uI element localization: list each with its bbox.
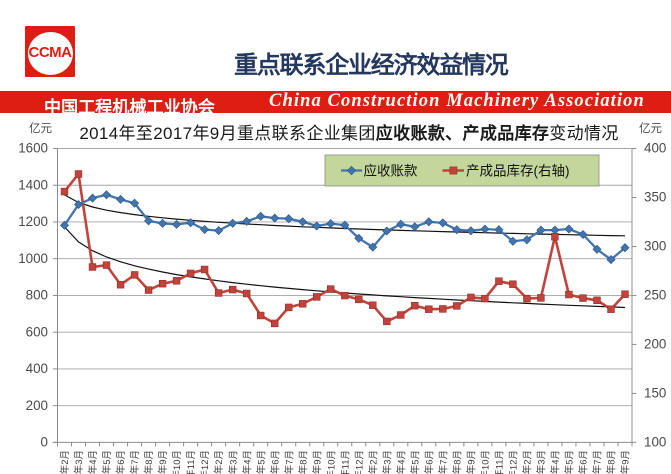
svg-text:2014年5月: 2014年5月	[101, 450, 113, 474]
svg-text:应收账款: 应收账款	[364, 163, 418, 179]
svg-text:产成品库存(右轴): 产成品库存(右轴)	[466, 164, 570, 179]
svg-text:2017年5月: 2017年5月	[564, 450, 576, 474]
svg-text:2015年6月: 2015年6月	[269, 450, 281, 474]
svg-text:2016年10月: 2016年10月	[480, 450, 492, 474]
svg-text:2016年2月: 2016年2月	[367, 450, 379, 474]
svg-text:2014年至2017年9月重点联系企业集团应收账款、产成品库: 2014年至2017年9月重点联系企业集团应收账款、产成品库存变动情况	[79, 123, 618, 143]
svg-text:2016年7月: 2016年7月	[437, 450, 449, 474]
svg-text:2014年2月: 2014年2月	[59, 450, 71, 474]
svg-text:2016年4月: 2016年4月	[395, 450, 407, 474]
svg-text:2016年11月: 2016年11月	[494, 450, 506, 474]
svg-text:2016年3月: 2016年3月	[381, 450, 393, 474]
svg-text:2016年12月: 2016年12月	[508, 450, 520, 474]
svg-text:250: 250	[644, 288, 666, 303]
svg-text:400: 400	[26, 361, 48, 376]
svg-text:600: 600	[26, 324, 48, 339]
svg-text:2015年2月: 2015年2月	[213, 450, 225, 474]
svg-text:2015年5月: 2015年5月	[255, 450, 267, 474]
svg-text:2016年8月: 2016年8月	[451, 450, 463, 474]
svg-text:2017年3月: 2017年3月	[536, 450, 548, 474]
svg-text:2014年9月: 2014年9月	[157, 450, 169, 474]
svg-text:2014年7月: 2014年7月	[129, 450, 141, 474]
svg-text:1400: 1400	[18, 177, 48, 192]
svg-text:100: 100	[644, 435, 666, 450]
svg-text:2015年7月: 2015年7月	[283, 450, 295, 474]
svg-text:2015年8月: 2015年8月	[297, 450, 309, 474]
svg-text:2015年3月: 2015年3月	[227, 450, 239, 474]
svg-text:2014年12月: 2014年12月	[199, 450, 211, 474]
svg-text:亿元: 亿元	[639, 122, 662, 135]
svg-text:亿元: 亿元	[29, 122, 52, 135]
svg-text:2016年9月: 2016年9月	[466, 450, 478, 474]
svg-text:300: 300	[644, 239, 666, 254]
svg-text:2015年11月: 2015年11月	[339, 450, 351, 474]
svg-text:200: 200	[644, 337, 666, 352]
svg-text:2016年5月: 2016年5月	[409, 450, 421, 474]
svg-text:400: 400	[644, 141, 666, 156]
svg-text:200: 200	[26, 398, 48, 413]
svg-text:2014年6月: 2014年6月	[115, 450, 127, 474]
svg-text:2017年8月: 2017年8月	[606, 450, 618, 474]
svg-text:350: 350	[644, 190, 666, 205]
svg-text:800: 800	[26, 288, 48, 303]
svg-text:2017年6月: 2017年6月	[578, 450, 590, 474]
svg-text:1600: 1600	[18, 141, 48, 156]
svg-text:2017年9月: 2017年9月	[620, 450, 632, 474]
svg-text:2014年11月: 2014年11月	[185, 450, 197, 474]
svg-text:2014年10月: 2014年10月	[171, 450, 183, 474]
svg-text:2017年4月: 2017年4月	[550, 450, 562, 474]
svg-text:2017年2月: 2017年2月	[522, 450, 534, 474]
svg-text:2015年12月: 2015年12月	[353, 450, 365, 474]
svg-text:1000: 1000	[18, 251, 48, 266]
svg-text:2015年9月: 2015年9月	[311, 450, 323, 474]
svg-text:2016年6月: 2016年6月	[423, 450, 435, 474]
svg-text:150: 150	[644, 386, 666, 401]
svg-text:2014年4月: 2014年4月	[87, 450, 99, 474]
svg-text:1200: 1200	[18, 214, 48, 229]
svg-text:2015年4月: 2015年4月	[241, 450, 253, 474]
svg-text:2017年7月: 2017年7月	[592, 450, 604, 474]
svg-text:0: 0	[41, 435, 48, 450]
svg-text:2014年3月: 2014年3月	[73, 450, 85, 474]
svg-text:2014年8月: 2014年8月	[143, 450, 155, 474]
svg-text:2015年10月: 2015年10月	[325, 450, 337, 474]
